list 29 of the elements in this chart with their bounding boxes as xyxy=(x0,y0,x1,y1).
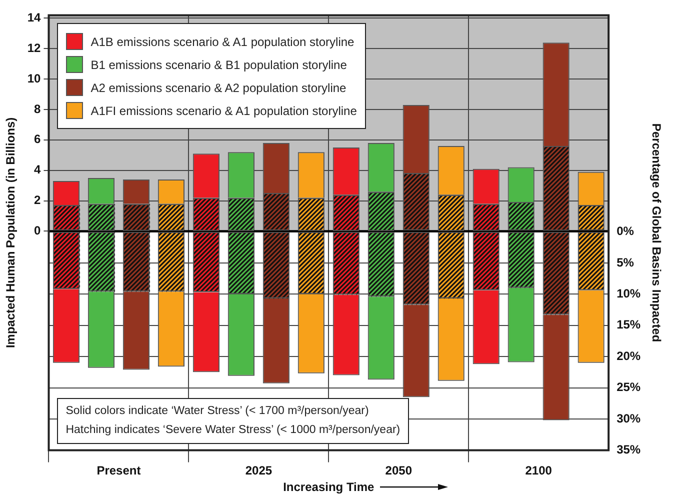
x-tick-label: Present xyxy=(96,464,141,478)
y2-tick-label: 15% xyxy=(616,318,641,332)
y-tick-label: 2 xyxy=(34,193,42,208)
y2-tick-label: 25% xyxy=(616,380,641,394)
y-tick-label: 4 xyxy=(34,162,42,177)
y-tick-label: 14 xyxy=(27,10,42,25)
y2-tick-label: 10% xyxy=(616,286,641,300)
legend-label: A1FI emissions scenario & A1 population storyline xyxy=(90,104,357,118)
x-axis-title: Increasing Time xyxy=(283,480,375,494)
y-tick-label: 12 xyxy=(27,40,42,55)
y-tick-label: 6 xyxy=(34,132,42,146)
x-tick-label: 2050 xyxy=(385,464,412,478)
annotation: Hatching indicates ‘Severe Water Stress’ (< 1000 m³/person/year) xyxy=(66,423,400,438)
x-tick-label: 2100 xyxy=(525,464,552,478)
y-axis-title: Impacted Human Population (in Billions) xyxy=(4,117,18,348)
y-tick-label: 0 xyxy=(34,223,42,238)
legend-label: A2 emissions scenario & A2 population storyline xyxy=(90,80,346,95)
legend-label: B1 emissions scenario & B1 population storyline xyxy=(90,58,347,72)
y2-tick-label: 30% xyxy=(616,411,641,426)
y2-tick-label: 0% xyxy=(616,224,634,238)
y2-tick-label: 20% xyxy=(616,348,641,363)
legend-label: A1B emissions scenario & A1 population storyline xyxy=(90,34,354,49)
y-tick-label: 10 xyxy=(27,71,42,86)
y2-tick-label: 5% xyxy=(616,255,634,270)
annotation: Solid colors indicate ‘Water Stress’ (< 1700 m³/person/year) xyxy=(66,404,370,420)
x-tick-label: 2025 xyxy=(245,464,272,478)
y2-tick-label: 35% xyxy=(616,442,641,457)
y-tick-label: 8 xyxy=(34,102,42,116)
y2-axis-title: Percentage of Global Basins Impacted xyxy=(649,123,664,342)
